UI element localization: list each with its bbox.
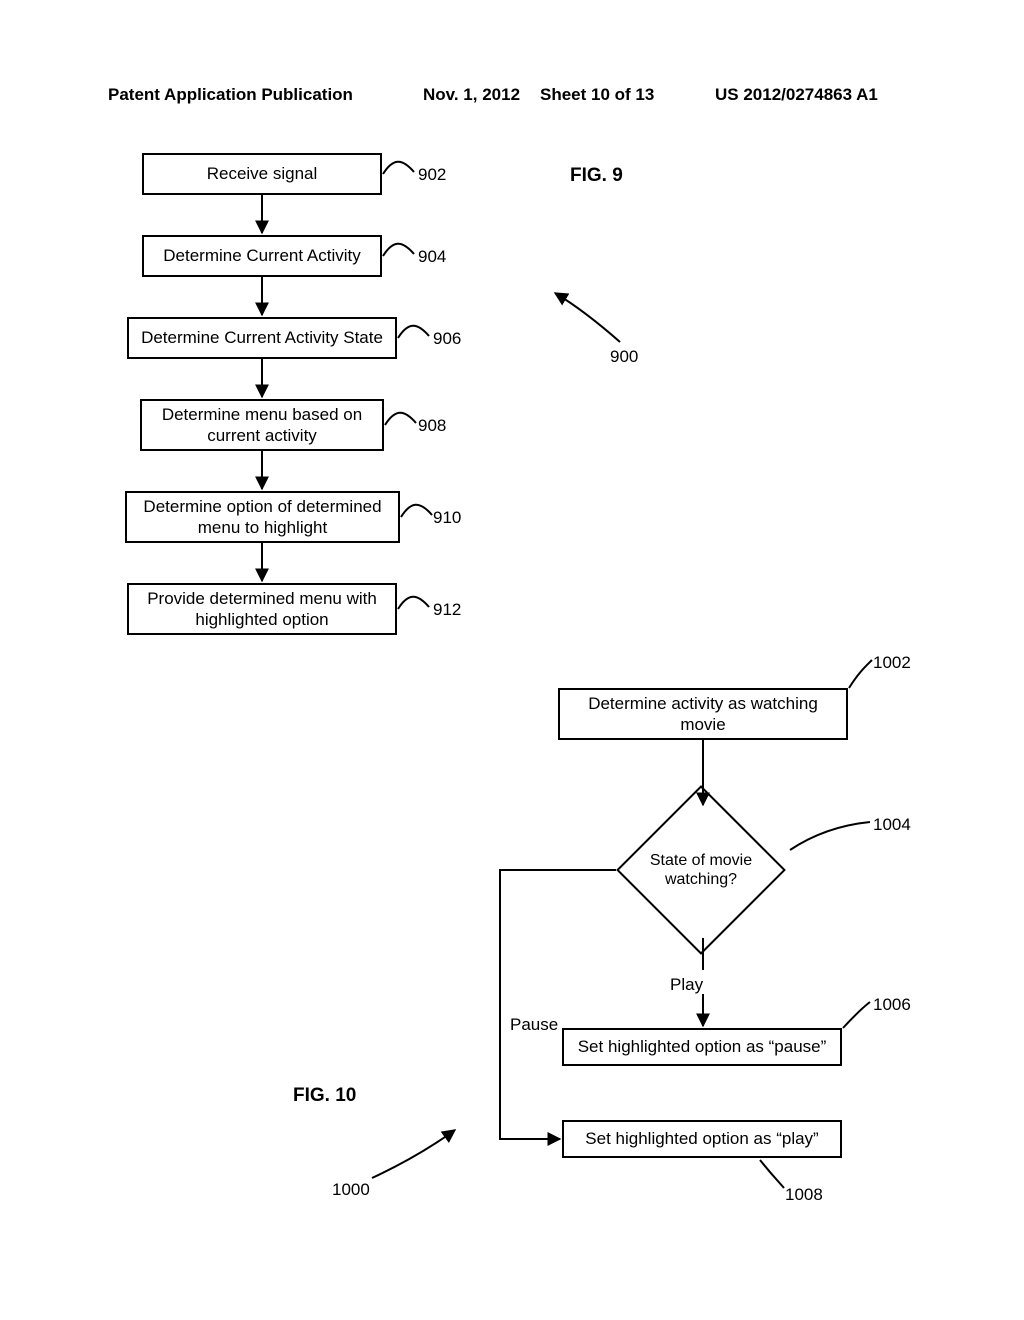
ref-908: 908 [418,416,446,436]
box-912: Provide determined menu with highlighted… [127,583,397,635]
fig10-title: FIG. 10 [293,1085,356,1107]
label-play: Play [670,975,703,995]
header-pubnum: US 2012/0274863 A1 [715,85,878,105]
ref-1008: 1008 [785,1185,823,1205]
header-sheet: Sheet 10 of 13 [540,85,654,105]
header-date: Nov. 1, 2012 [423,85,520,105]
diamond-1004: State of movie watching? [641,810,761,930]
ref-1000: 1000 [332,1180,370,1200]
box-902: Receive signal [142,153,382,195]
box-902-text: Receive signal [207,163,318,184]
ref-912: 912 [433,600,461,620]
ref-910: 910 [433,508,461,528]
ref-906: 906 [433,329,461,349]
box-904: Determine Current Activity [142,235,382,277]
box-912-text: Provide determined menu with highlighted… [135,588,389,631]
connector-overlay [0,0,1024,1320]
box-910-text: Determine option of determined menu to h… [133,496,392,539]
box-1002-text: Determine activity as watching movie [566,693,840,736]
ref-1002: 1002 [873,653,911,673]
ref-904: 904 [418,247,446,267]
ref-900: 900 [610,347,638,367]
label-pause: Pause [510,1015,558,1035]
box-1008: Set highlighted option as “play” [562,1120,842,1158]
box-906-text: Determine Current Activity State [141,327,383,348]
box-904-text: Determine Current Activity [163,245,360,266]
box-910: Determine option of determined menu to h… [125,491,400,543]
box-906: Determine Current Activity State [127,317,397,359]
box-1006: Set highlighted option as “pause” [562,1028,842,1066]
box-1008-text: Set highlighted option as “play” [585,1128,818,1149]
box-1002: Determine activity as watching movie [558,688,848,740]
box-908-text: Determine menu based on current activity [148,404,376,447]
ref-1004: 1004 [873,815,911,835]
page: Patent Application Publication Nov. 1, 2… [0,0,1024,1320]
diamond-1004-text: State of movie watching? [641,851,761,889]
fig9-title: FIG. 9 [570,165,623,187]
ref-1006: 1006 [873,995,911,1015]
ref-902: 902 [418,165,446,185]
header-left: Patent Application Publication [108,85,353,105]
box-908: Determine menu based on current activity [140,399,384,451]
box-1006-text: Set highlighted option as “pause” [578,1036,827,1057]
